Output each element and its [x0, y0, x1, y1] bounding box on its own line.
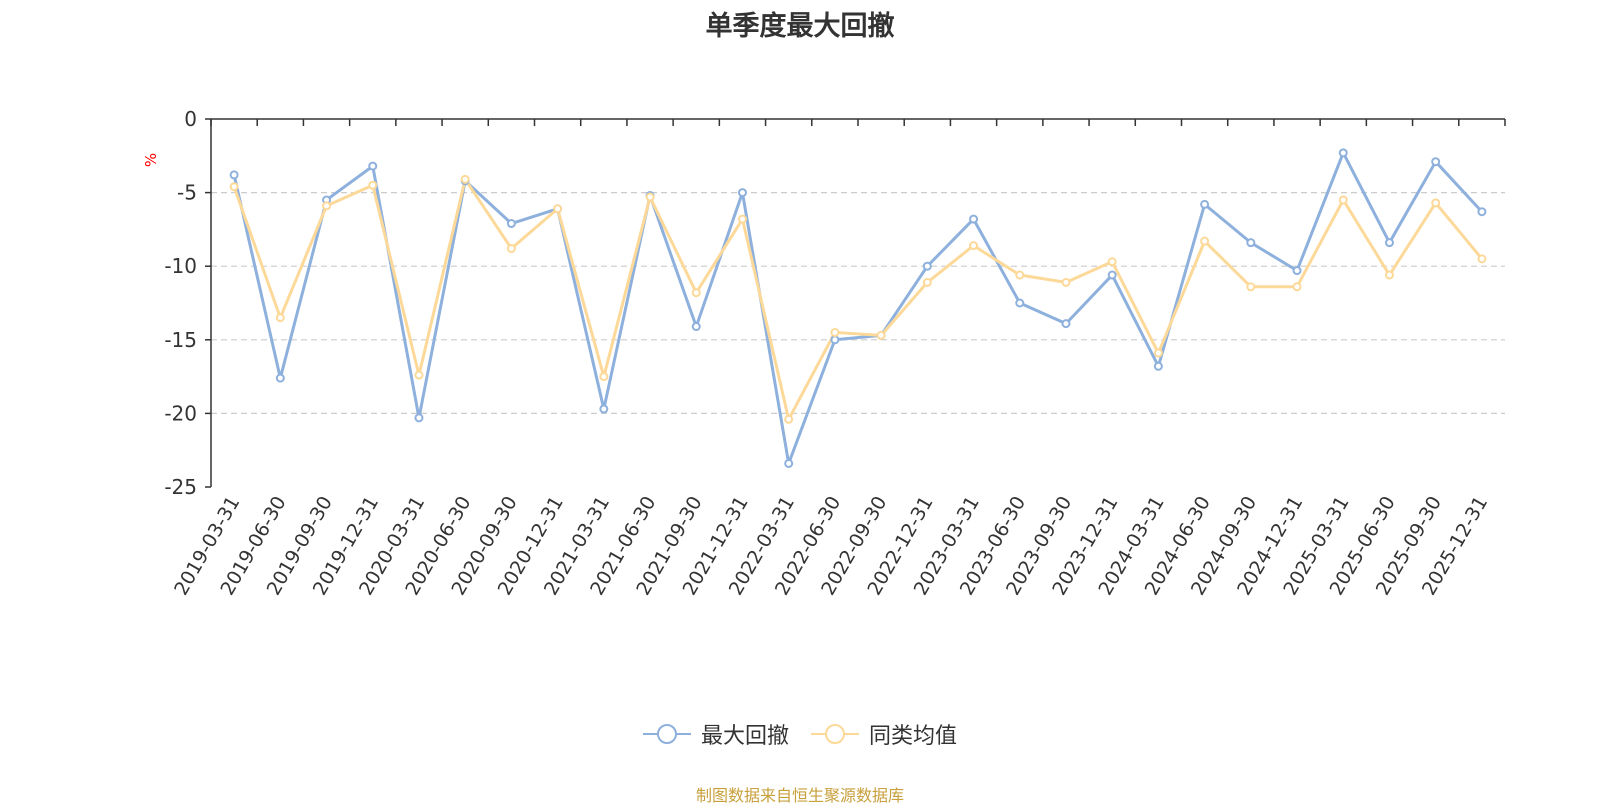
chart-title: 单季度最大回撤	[705, 11, 895, 42]
data-point-max-drawdown	[275, 373, 285, 383]
data-point-peer-average	[1200, 236, 1210, 246]
legend-line-circle-icon	[642, 724, 691, 744]
data-point-peer-average	[1153, 348, 1163, 358]
data-point-peer-average	[322, 201, 332, 211]
data-point-peer-average	[506, 244, 516, 254]
data-point-max-drawdown	[969, 214, 979, 224]
data-point-max-drawdown	[506, 219, 516, 229]
series-line-peer-average	[232, 177, 1484, 421]
data-point-peer-average	[599, 372, 609, 382]
series-line-max-drawdown	[232, 151, 1483, 465]
y-tick-label: -20	[164, 401, 197, 425]
y-tick-label: -10	[164, 254, 197, 278]
y-tick-label: 0	[184, 107, 197, 131]
data-point-max-drawdown	[1338, 148, 1348, 158]
data-point-max-drawdown	[1384, 238, 1394, 248]
data-point-peer-average	[1477, 254, 1487, 264]
data-point-peer-average	[1107, 257, 1117, 267]
y-axis-unit: %	[142, 153, 160, 167]
data-point-peer-average	[691, 288, 701, 298]
data-point-peer-average	[553, 204, 563, 214]
legend: 最大回撤 同类均值	[0, 718, 1600, 750]
data-point-max-drawdown	[830, 335, 840, 345]
legend-item-max-drawdown[interactable]: 最大回撤	[642, 718, 789, 750]
data-point-peer-average	[1015, 270, 1025, 280]
data-point-peer-average	[414, 370, 424, 380]
y-tick-label: -25	[164, 475, 197, 499]
data-point-max-drawdown	[1200, 199, 1210, 209]
data-point-peer-average	[368, 180, 378, 190]
legend-label: 同类均值	[869, 724, 958, 749]
data-point-max-drawdown	[1015, 298, 1025, 308]
data-point-max-drawdown	[414, 413, 424, 423]
y-tick-label: -15	[164, 328, 197, 352]
source-note: 制图数据来自恒生聚源数据库	[695, 786, 904, 805]
data-point-max-drawdown	[599, 404, 609, 414]
data-point-peer-average	[1338, 195, 1348, 205]
data-point-peer-average	[922, 277, 932, 287]
data-point-max-drawdown	[1431, 157, 1441, 167]
data-point-max-drawdown	[368, 161, 378, 171]
data-point-max-drawdown	[229, 170, 239, 180]
data-point-peer-average	[1292, 282, 1302, 292]
y-tick-label: -5	[177, 181, 197, 205]
data-point-peer-average	[737, 214, 747, 224]
data-point-peer-average	[969, 241, 979, 251]
data-point-peer-average	[645, 192, 655, 202]
data-point-max-drawdown	[1061, 319, 1071, 329]
line-chart: 0-5-10-15-20-25%2019-03-312019-06-302019…	[142, 107, 1506, 599]
data-point-max-drawdown	[691, 322, 701, 332]
legend-line-circle-icon	[811, 724, 859, 744]
legend-item-peer-average[interactable]: 同类均值	[811, 718, 957, 750]
data-point-max-drawdown	[1246, 238, 1256, 248]
data-point-max-drawdown	[1292, 266, 1302, 276]
data-point-peer-average	[1384, 270, 1394, 280]
data-point-max-drawdown	[922, 261, 932, 271]
data-point-peer-average	[460, 174, 470, 184]
data-point-peer-average	[876, 330, 886, 340]
data-point-max-drawdown	[1107, 270, 1117, 280]
data-point-peer-average	[784, 414, 794, 424]
data-point-max-drawdown	[1153, 361, 1163, 371]
legend-label: 最大回撤	[700, 724, 789, 749]
data-point-peer-average	[830, 327, 840, 337]
data-point-peer-average	[275, 313, 285, 323]
data-point-peer-average	[229, 182, 239, 192]
data-point-peer-average	[1061, 277, 1071, 287]
data-point-max-drawdown	[784, 458, 794, 468]
data-point-max-drawdown	[737, 188, 747, 198]
data-point-peer-average	[1246, 282, 1256, 292]
data-point-max-drawdown	[1477, 207, 1487, 217]
data-point-peer-average	[1431, 198, 1441, 208]
